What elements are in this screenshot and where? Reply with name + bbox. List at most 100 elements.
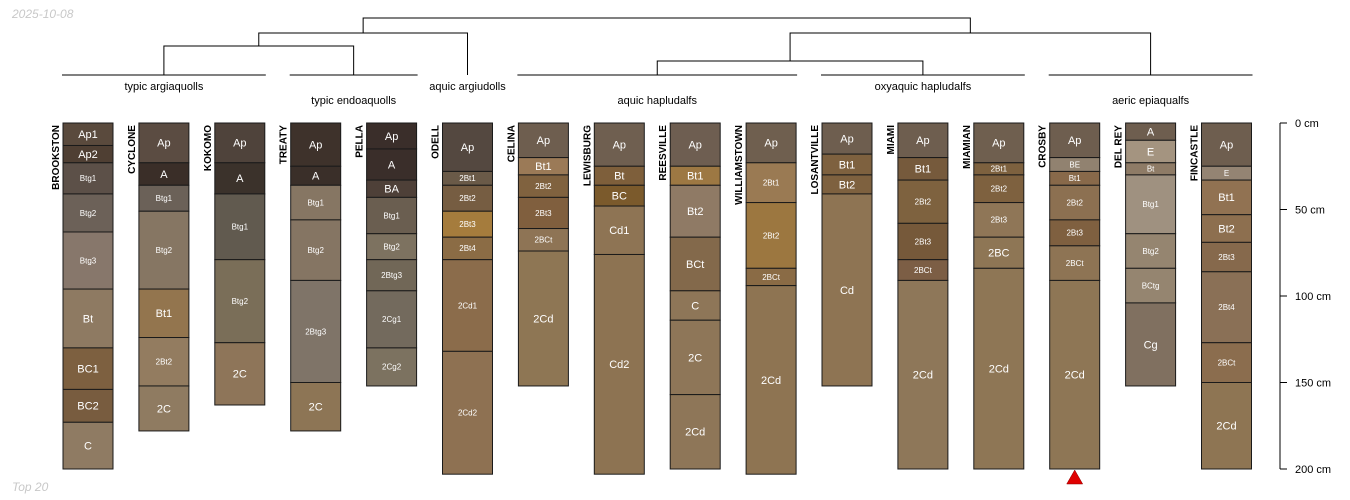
depth-tick-label-100: 100 cm	[1295, 291, 1331, 303]
horizon-cyclone-2c	[138, 385, 190, 432]
horizon-label-lewisburg-bt: Bt	[614, 171, 624, 183]
horizon-lewisburg-cd1	[593, 205, 645, 255]
horizon-cyclone-bt1	[138, 288, 190, 339]
horizon-label-crosby-be: BE	[1069, 160, 1080, 169]
horizon-label-del-rey-a: A	[1147, 127, 1155, 139]
horizon-pella-ap	[366, 122, 418, 150]
horizon-reesville-2c	[669, 319, 721, 396]
depth-tick-label-150: 150 cm	[1295, 378, 1331, 390]
horizon-label-williamstown-2bt2: 2Bt2	[763, 231, 780, 240]
horizon-label-odell-ap: Ap	[461, 142, 474, 154]
horizon-label-miamian-2bt1: 2Bt1	[991, 165, 1008, 174]
depth-tick-label-0: 0 cm	[1295, 118, 1319, 130]
horizon-crosby-2cd	[1049, 279, 1101, 470]
profile-label-del-rey: DEL REY	[1114, 125, 1125, 168]
horizon-losantville-ap	[821, 122, 873, 155]
horizon-label-cyclone-btg1: Btg1	[156, 194, 173, 203]
profile-label-pella: PELLA	[355, 125, 366, 158]
horizon-fincastle-ap	[1201, 122, 1252, 167]
horizon-reesville-2cd	[669, 394, 721, 470]
horizon-label-kokomo-btg2: Btg2	[232, 297, 249, 306]
horizon-label-celina-2bt2: 2Bt2	[535, 182, 552, 191]
horizon-label-brookston-btg2: Btg2	[80, 209, 97, 218]
horizon-label-brookston-btg1: Btg1	[80, 174, 97, 183]
horizon-label-lewisburg-cd1: Cd1	[609, 225, 629, 237]
horizon-label-del-rey-cg: Cg	[1144, 339, 1158, 351]
horizon-brookston-bt	[62, 288, 114, 349]
horizon-label-del-rey-bctg: BCtg	[1142, 281, 1160, 290]
horizon-celina-2cd	[517, 250, 569, 387]
horizon-label-miami-ap: Ap	[916, 135, 929, 147]
horizon-label-pella-2cg2: 2Cg2	[382, 363, 402, 372]
horizon-label-kokomo-ap: Ap	[233, 138, 246, 150]
horizon-del-rey-btg1	[1125, 174, 1177, 235]
horizon-label-miamian-ap: Ap	[992, 138, 1005, 150]
depth-tick-label-200: 200 cm	[1295, 464, 1331, 476]
horizon-fincastle-2bt4	[1201, 271, 1252, 344]
profile-label-brookston: BROOKSTON	[51, 125, 62, 190]
horizon-label-miami-bt1: Bt1	[915, 164, 932, 176]
horizon-miami-2bt3	[897, 222, 949, 261]
horizon-label-celina-bt1: Bt1	[535, 161, 552, 173]
horizon-odell-2cd1	[442, 259, 493, 352]
horizon-kokomo-btg1	[214, 193, 266, 261]
horizon-kokomo-ap	[214, 122, 266, 164]
horizon-cyclone-ap	[138, 122, 190, 164]
horizon-label-fincastle-2bt4: 2Bt4	[1218, 303, 1235, 312]
horizon-williamstown-2bt1	[745, 162, 797, 204]
horizon-label-lewisburg-bc: BC	[612, 191, 627, 203]
horizon-label-miami-2bt2: 2Bt2	[915, 198, 932, 207]
horizon-kokomo-2c	[214, 342, 266, 406]
horizon-label-cyclone-2c: 2C	[157, 403, 171, 415]
horizon-brookston-btg3	[62, 231, 114, 290]
taxon-label-aeric-epiaqualfs: aeric epiaqualfs	[1112, 95, 1190, 107]
horizon-fincastle-2bct	[1201, 342, 1252, 383]
horizon-label-crosby-bt1: Bt1	[1069, 174, 1082, 183]
horizon-label-crosby-2bct: 2BCt	[1066, 259, 1085, 268]
horizon-cyclone-btg1	[138, 184, 190, 212]
horizon-label-fincastle-bt1: Bt1	[1218, 192, 1235, 204]
horizon-label-williamstown-ap: Ap	[764, 138, 777, 150]
horizon-label-losantville-bt2: Bt2	[839, 179, 856, 191]
horizon-label-odell-2bt3: 2Bt3	[459, 220, 476, 229]
horizon-label-treaty-2btg3: 2Btg3	[305, 327, 326, 336]
horizon-label-reesville-bt1: Bt1	[687, 171, 704, 183]
horizon-miami-2bt2	[897, 179, 949, 224]
horizon-label-odell-2cd2: 2Cd2	[458, 409, 478, 418]
horizon-label-miamian-2bc: 2BC	[988, 248, 1009, 260]
horizon-label-miamian-2cd: 2Cd	[989, 364, 1009, 376]
horizon-reesville-bct	[669, 236, 721, 292]
horizon-label-cyclone-bt1: Bt1	[156, 308, 173, 320]
horizon-label-del-rey-e: E	[1147, 146, 1154, 158]
horizon-lewisburg-cd2	[593, 253, 645, 475]
horizon-label-del-rey-bt: Bt	[1147, 165, 1155, 174]
profile-label-fincastle: FINCASTLE	[1190, 125, 1201, 181]
horizon-label-kokomo-btg1: Btg1	[232, 223, 249, 232]
horizon-label-treaty-a: A	[312, 171, 320, 183]
horizon-fincastle-2bt3	[1201, 241, 1252, 273]
horizon-label-cyclone-btg2: Btg2	[156, 246, 173, 255]
date-label: 2025-10-08	[12, 7, 74, 21]
horizon-brookston-bc1	[62, 347, 114, 390]
horizon-label-treaty-ap: Ap	[309, 139, 322, 151]
horizon-label-losantville-bt1: Bt1	[839, 159, 856, 171]
horizon-label-cyclone-2bt2: 2Bt2	[156, 358, 173, 367]
horizon-kokomo-a	[214, 162, 266, 195]
horizon-williamstown-ap	[745, 122, 797, 164]
horizon-label-fincastle-e: E	[1224, 169, 1229, 178]
taxon-label-typic-argiaquolls: typic argiaquolls	[124, 81, 203, 93]
horizon-pella-btg2	[366, 233, 418, 261]
horizon-crosby-ap	[1049, 122, 1101, 159]
horizon-label-celina-2cd: 2Cd	[533, 313, 553, 325]
taxon-label-oxyaquic-hapludalfs: oxyaquic hapludalfs	[875, 81, 972, 93]
horizon-label-reesville-bt2: Bt2	[687, 206, 704, 218]
horizon-pella-a	[366, 148, 418, 181]
horizon-brookston-btg2	[62, 193, 114, 233]
horizon-reesville-ap	[669, 122, 721, 167]
horizon-odell-ap	[442, 122, 493, 172]
horizon-label-williamstown-2bct: 2BCt	[762, 273, 781, 282]
horizon-reesville-c	[669, 290, 721, 321]
horizon-label-losantville-cd: Cd	[840, 285, 854, 297]
taxon-label-aquic-hapludalfs: aquic hapludalfs	[617, 95, 697, 107]
horizon-label-pella-btg1: Btg1	[383, 211, 400, 220]
